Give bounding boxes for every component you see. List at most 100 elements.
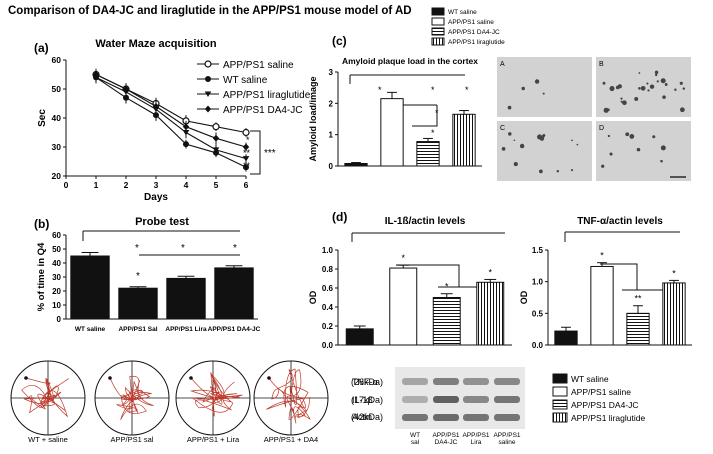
blot-band <box>494 378 520 385</box>
probe-star-2: * <box>181 243 185 254</box>
il1b-significance <box>351 232 505 288</box>
blot-legend-swatch <box>552 399 568 410</box>
plaque-dot <box>576 143 579 146</box>
plaque-dot <box>539 169 543 174</box>
il1b-y-tick-label: 0.0 <box>322 341 334 350</box>
maze-caption: WT + saline <box>28 435 68 444</box>
probe-test-y-tick-label: 30 <box>52 273 61 282</box>
blot-band <box>402 396 428 403</box>
plaque-dot <box>513 162 518 167</box>
probe-test-category-label: APP/PS1 DA4-JC <box>208 326 261 333</box>
probe-star-3: * <box>233 243 237 254</box>
western-blot: TNF-α IL-1β Actin (26kDa) (17kDa) (42kDa… <box>351 367 525 446</box>
amyloid-y-tick-label: 3 <box>329 68 334 77</box>
plaque-dot <box>609 86 615 92</box>
maze-start-point <box>189 376 193 380</box>
figure-title: Comparison of DA4-JC and liraglutide in … <box>8 5 412 17</box>
plaque-dot <box>656 80 659 83</box>
plaque-dot <box>680 107 685 113</box>
plaque-dot <box>682 87 686 90</box>
water-maze-legend-marker <box>204 105 212 113</box>
tnfa-y-tick-label: 0.5 <box>532 309 544 318</box>
water-maze-series-line <box>95 76 247 168</box>
plaque-dot <box>646 82 649 85</box>
water-maze-series-line <box>95 74 247 148</box>
plaque-dot <box>617 84 622 89</box>
maze-bracket <box>250 130 261 175</box>
micrograph-label: D <box>599 125 604 132</box>
water-maze-series-line <box>95 76 247 160</box>
probe-test-chart: 0 10 20 30 40 50 60 % of time in Q4 Probe test WT… <box>36 216 261 333</box>
blot-legend-swatch <box>552 412 568 423</box>
plaque-dot <box>622 100 627 106</box>
amyloid-legend-swatch <box>431 7 445 16</box>
blot-band <box>402 414 428 421</box>
plaque-dot <box>662 95 666 99</box>
blot-legend: WT saline APP/PS1 saline APP/PS1 DA4-JC APP… <box>552 373 645 423</box>
water-maze-chart: Water Maze acquisition 20 30 40 50 60 0 1 2 3 4 5 6 D… <box>37 38 311 203</box>
water-maze-y-tick-label: 20 <box>52 171 62 181</box>
water-maze-point <box>182 130 190 136</box>
blot-lane-label: WT sal <box>410 432 420 446</box>
water-maze-legend-marker <box>204 60 212 68</box>
micrograph-label: C <box>500 125 505 132</box>
plaque-dot <box>649 84 655 89</box>
plaque-dot <box>607 108 610 111</box>
amyloid-chart: 0 1 2 3 Amyloid load/image Amyloid plaque loa… <box>308 56 482 171</box>
plaque-dot <box>660 145 666 151</box>
water-maze-legend-marker <box>204 91 212 97</box>
water-maze-point <box>243 164 249 171</box>
amyloid-star-3: * <box>465 85 469 95</box>
maze-star-2: ** <box>243 148 251 158</box>
maze-bracket-stars: *** <box>264 148 276 159</box>
panel-c-label: (c) <box>332 34 347 48</box>
plaque-dot <box>640 85 646 91</box>
tnfa-bar-star: * <box>600 251 604 261</box>
probe-test-bar <box>166 277 206 320</box>
blot-band <box>402 378 428 385</box>
water-maze-legend-marker <box>205 76 211 82</box>
blot-kda-actin: (42kDa) <box>351 412 383 422</box>
plaque-dot <box>652 135 656 139</box>
micrograph-label: B <box>599 61 604 68</box>
plaque-dot <box>654 73 658 77</box>
plaque-dot <box>647 89 650 92</box>
blot-band <box>463 396 489 403</box>
water-maze-y-tick-label: 40 <box>52 113 62 123</box>
plaque-dot <box>570 169 574 172</box>
water-maze-series <box>93 71 249 172</box>
blot-lane-label: APP/PS1 saline <box>493 432 520 446</box>
amyloid-bracket-1 <box>412 105 438 127</box>
water-maze-legend-label: APP/PS1 liraglutide <box>223 90 311 101</box>
il1b-bar-star: * <box>445 282 449 292</box>
tnfa-bar-star: ** <box>634 294 642 304</box>
water-maze-x-tick-label: 4 <box>184 180 189 190</box>
tnfa-bar <box>626 312 650 346</box>
amyloid-legend-label: APP/PS1 liraglutide <box>448 39 505 46</box>
micrograph-label: A <box>500 61 505 68</box>
plaque-dot <box>539 136 545 141</box>
probe-test-category-label: APP/PS1 Lira <box>165 326 207 333</box>
blot-band <box>494 396 520 403</box>
il1b-y-tick-label: 0.8 <box>322 265 334 274</box>
probe-star-4: * <box>136 271 140 282</box>
plaque-dot <box>571 139 573 142</box>
water-maze-point <box>92 71 100 78</box>
probe-test-y-tick-label: 60 <box>52 231 61 240</box>
maze-star-1: * <box>246 135 250 145</box>
maze-caption: APP/PS1 sal <box>111 435 154 444</box>
il1b-y-tick-label: 1.0 <box>322 246 334 255</box>
plaque-dot <box>602 81 606 85</box>
tnfa-bar-star: * <box>672 268 676 278</box>
amyloid-bar <box>452 113 476 167</box>
blot-legend-label: WT saline <box>571 374 609 384</box>
tnfa-bar <box>590 265 614 346</box>
blot-lane-label: APP/PS1 Lira <box>462 432 489 446</box>
amyloid-star-5: * <box>431 128 435 138</box>
panel-a-label: (a) <box>34 41 49 55</box>
plaque-dot <box>660 159 663 163</box>
maze-swim-path <box>109 375 154 420</box>
plaque-dot <box>654 70 659 75</box>
